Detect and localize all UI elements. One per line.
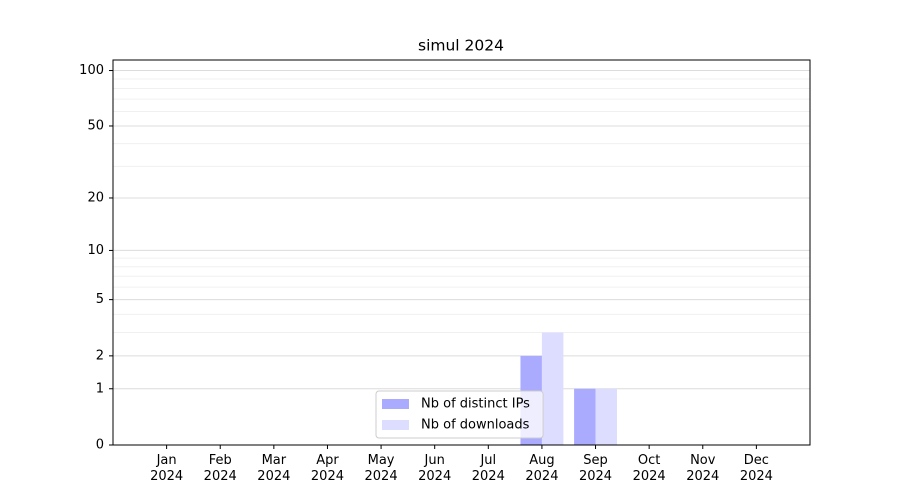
y-tick-label: 1 xyxy=(96,381,104,396)
bar xyxy=(595,388,617,445)
y-tick-label: 10 xyxy=(87,243,104,258)
x-tick-label: Mar 2024 xyxy=(257,453,291,484)
legend-box xyxy=(375,390,544,439)
x-tick-label: Oct 2024 xyxy=(632,453,666,484)
y-tick-label: 2 xyxy=(96,348,104,363)
x-tick-label: May 2024 xyxy=(364,453,398,484)
y-tick-label: 5 xyxy=(96,292,104,307)
x-tick-label: Dec 2024 xyxy=(739,453,773,484)
y-tick-label: 100 xyxy=(79,63,104,78)
bar xyxy=(574,388,596,445)
legend-swatch xyxy=(382,399,409,409)
x-tick-label: Jun 2024 xyxy=(418,453,452,484)
x-tick-label: Jul 2024 xyxy=(471,453,505,484)
y-tick-label: 50 xyxy=(87,118,104,133)
legend: Nb of distinct IPs Nb of downloads xyxy=(375,390,544,439)
x-tick-label: Feb 2024 xyxy=(203,453,237,484)
chart-title: simul 2024 xyxy=(418,37,504,55)
y-tick-label: 0 xyxy=(96,438,104,453)
plot-frame xyxy=(112,59,811,446)
x-tick-label: Aug 2024 xyxy=(525,453,559,484)
x-tick-label: Apr 2024 xyxy=(310,453,344,484)
legend-label: Nb of distinct IPs xyxy=(421,397,530,412)
bar xyxy=(541,332,564,445)
grid xyxy=(113,70,810,446)
legend-swatch xyxy=(382,420,409,430)
legend-label: Nb of downloads xyxy=(421,418,530,433)
x-tick-label: Jan 2024 xyxy=(150,453,184,484)
x-tick-label: Nov 2024 xyxy=(686,453,720,484)
y-tick-label: 20 xyxy=(87,190,104,205)
x-tick-label: Sep 2024 xyxy=(578,453,613,484)
